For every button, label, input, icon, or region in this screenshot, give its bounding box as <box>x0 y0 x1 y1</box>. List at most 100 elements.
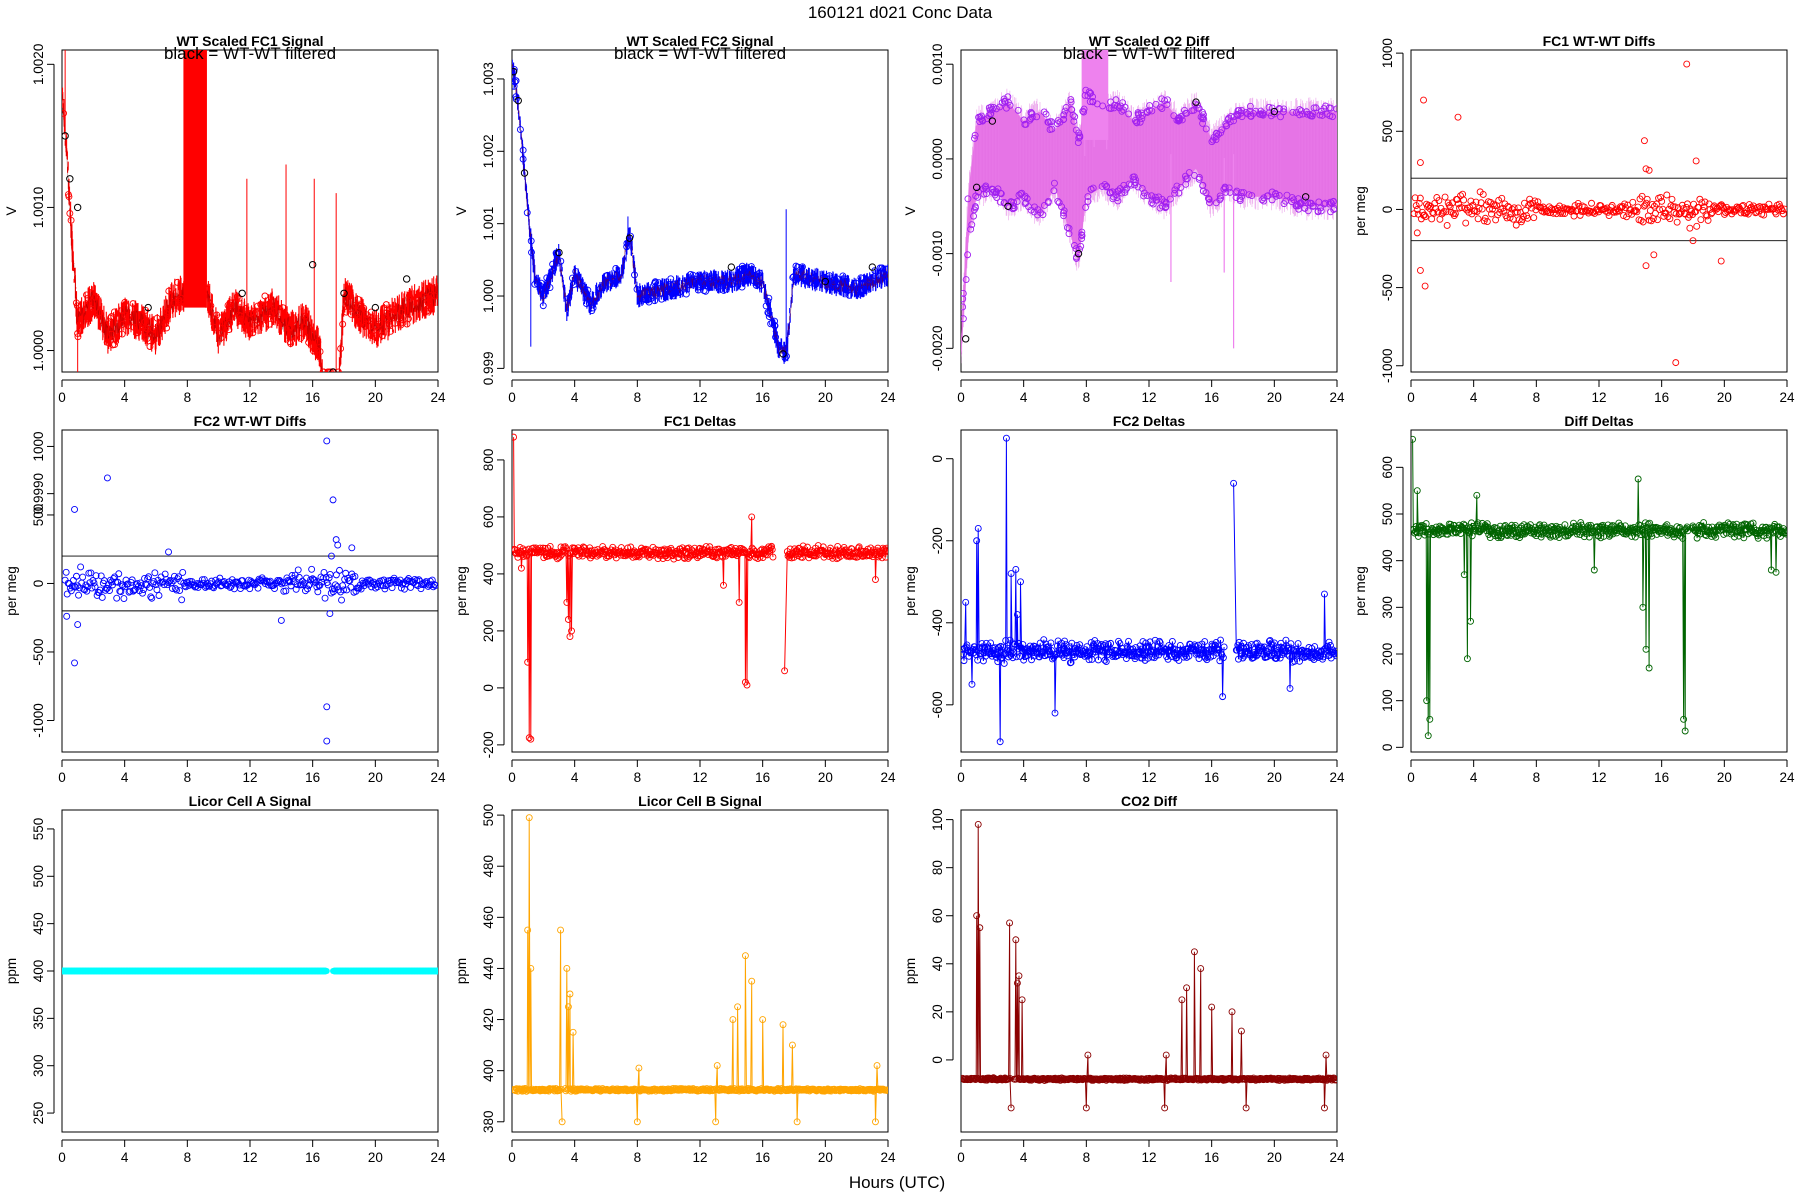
data-point <box>635 1064 643 1072</box>
data-point <box>1076 641 1084 649</box>
y-tick-label: 500 <box>481 804 496 827</box>
y-tick-label: 600 <box>481 506 496 529</box>
data-point <box>1225 184 1233 192</box>
data-point <box>641 295 649 303</box>
y-tick-label: -200 <box>481 731 496 758</box>
data-point <box>1217 636 1224 644</box>
data-point <box>155 592 163 599</box>
x-tick-label: 0 <box>58 770 66 785</box>
data-point <box>1000 95 1008 103</box>
data-point <box>291 571 299 579</box>
data-point <box>557 1085 565 1093</box>
data-point <box>1287 640 1295 648</box>
data-point <box>1079 107 1087 115</box>
data-point <box>300 323 308 331</box>
data-point <box>264 581 272 589</box>
data-point <box>121 299 129 306</box>
data-point <box>1084 193 1092 201</box>
data-point <box>74 330 82 337</box>
data-point <box>537 279 545 287</box>
data-point <box>1588 529 1595 537</box>
filtered-point <box>821 277 830 286</box>
data-point <box>64 191 72 199</box>
data-point <box>265 301 273 308</box>
plot-frame <box>511 49 889 373</box>
data-point <box>1680 209 1688 217</box>
data-point <box>1536 521 1544 529</box>
data-point <box>1213 130 1221 138</box>
plot-frame <box>61 429 439 753</box>
data-point <box>1125 637 1133 645</box>
data-point <box>1769 529 1777 537</box>
y-tick-label: 1.0020 <box>31 44 46 85</box>
data-point <box>1317 207 1325 215</box>
data-point <box>1123 184 1131 192</box>
data-point <box>830 279 838 287</box>
data-point <box>837 553 844 560</box>
data-point <box>1779 529 1787 537</box>
data-point <box>134 329 142 337</box>
panel-title: Licor Cell A Signal <box>189 793 312 809</box>
data-point <box>176 587 184 595</box>
plot-frame <box>511 809 889 1133</box>
data-point <box>1144 654 1152 662</box>
y-tick-label: 100 <box>1380 689 1395 712</box>
data-point <box>1424 203 1431 211</box>
data-point <box>1316 111 1324 119</box>
data-point <box>539 292 547 300</box>
data-point <box>750 546 758 554</box>
data-point <box>1212 199 1220 207</box>
x-axis: 0 4 8 12 16 20 24 <box>58 759 446 785</box>
data-point <box>858 286 866 294</box>
data-point <box>1657 193 1665 201</box>
data-point <box>1652 209 1659 217</box>
panel-title: WT Scaled FC2 Signal <box>626 33 773 49</box>
data-point <box>103 584 111 592</box>
data-point <box>1414 532 1422 540</box>
data-point <box>146 343 154 350</box>
x-tick-label: 12 <box>1591 770 1606 785</box>
data-point <box>606 280 614 288</box>
data-point <box>237 312 245 320</box>
data-point <box>557 926 565 934</box>
plot-area <box>512 814 888 1126</box>
x-tick-label: 12 <box>242 390 257 405</box>
data-point <box>1413 206 1421 213</box>
data-point <box>367 317 375 325</box>
outlier-point <box>277 617 285 624</box>
data-point <box>1048 125 1056 133</box>
data-point <box>543 274 551 282</box>
data-point <box>92 572 100 580</box>
data-point <box>62 568 70 576</box>
data-point <box>1230 479 1238 487</box>
data-point <box>1202 125 1210 133</box>
data-point <box>1498 194 1506 202</box>
data-point <box>1638 192 1646 200</box>
data-point <box>279 304 287 312</box>
data-point <box>1175 656 1183 664</box>
data-point <box>525 734 533 742</box>
data-point <box>767 544 775 552</box>
data-point <box>354 296 362 304</box>
data-point <box>717 552 725 560</box>
data-point <box>1766 205 1774 213</box>
data-point <box>1033 645 1041 653</box>
data-point <box>339 582 347 590</box>
data-point <box>1421 531 1429 539</box>
data-point <box>326 570 334 578</box>
data-point <box>1276 654 1284 662</box>
data-point <box>242 305 250 312</box>
data-point <box>339 320 347 328</box>
data-point <box>266 310 274 318</box>
data-point <box>1033 113 1041 121</box>
x-tick-label: 20 <box>1717 390 1732 405</box>
data-point <box>1040 108 1048 116</box>
data-point <box>1325 638 1333 646</box>
data-point <box>1060 212 1068 220</box>
panel-title: FC1 WT-WT Diffs <box>1543 33 1656 49</box>
